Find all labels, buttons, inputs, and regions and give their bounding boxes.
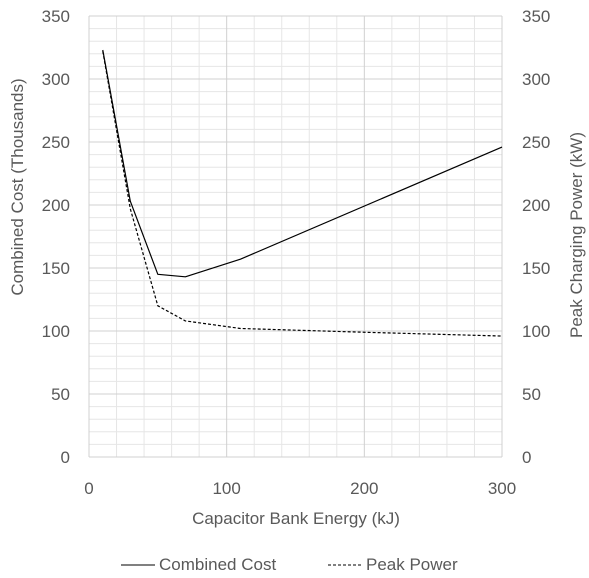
x-tick-label: 0 xyxy=(84,479,93,498)
x-axis-ticks: 0 100 200 300 xyxy=(84,479,516,498)
y2-tick-label: 350 xyxy=(522,7,550,26)
y-tick-label: 250 xyxy=(42,133,70,152)
series-line-combined-cost xyxy=(102,49,503,278)
y-tick-label: 100 xyxy=(42,322,70,341)
x-tick-label: 200 xyxy=(350,479,378,498)
y-tick-label: 0 xyxy=(61,448,70,467)
y2-tick-label: 0 xyxy=(522,448,531,467)
x-tick-label: 100 xyxy=(212,479,240,498)
x-tick-label: 300 xyxy=(488,479,516,498)
legend-label-combined-cost: Combined Cost xyxy=(159,555,276,573)
series-layer xyxy=(102,49,503,337)
series-line-peak-power xyxy=(102,51,503,337)
y2-tick-label: 100 xyxy=(522,322,550,341)
y-tick-label: 200 xyxy=(42,196,70,215)
y-tick-label: 50 xyxy=(51,385,70,404)
legend-label-peak-power: Peak Power xyxy=(366,555,458,573)
y2-tick-label: 250 xyxy=(522,133,550,152)
minor-gridlines xyxy=(89,16,502,457)
y2-axis-ticks: 0 50 100 150 200 250 300 350 xyxy=(522,7,550,467)
y-tick-label: 350 xyxy=(42,7,70,26)
y2-axis-title: Peak Charging Power (kW) xyxy=(567,132,586,338)
y-tick-label: 150 xyxy=(42,259,70,278)
y2-tick-label: 300 xyxy=(522,70,550,89)
y-axis-title: Combined Cost (Thousands) xyxy=(8,78,27,295)
y2-tick-label: 200 xyxy=(522,196,550,215)
major-gridlines xyxy=(88,15,503,458)
y2-tick-label: 150 xyxy=(522,259,550,278)
y-axis-ticks: 0 50 100 150 200 250 300 350 xyxy=(42,7,70,467)
y2-tick-label: 50 xyxy=(522,385,541,404)
y-tick-label: 300 xyxy=(42,70,70,89)
legend: Combined Cost Peak Power xyxy=(121,555,458,574)
x-axis-title: Capacitor Bank Energy (kJ) xyxy=(192,509,400,528)
